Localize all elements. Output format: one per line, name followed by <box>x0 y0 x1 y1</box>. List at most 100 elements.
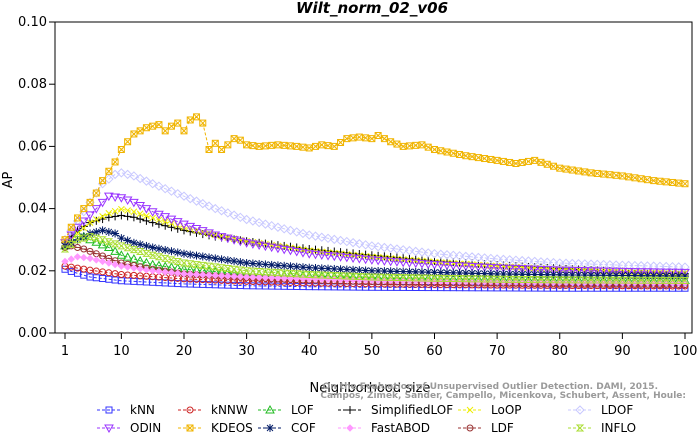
data-point <box>492 275 502 283</box>
data-point <box>185 222 196 232</box>
data-point <box>517 265 528 274</box>
data-point <box>348 254 358 264</box>
data-point <box>374 132 382 140</box>
data-point <box>367 241 377 251</box>
data-point <box>224 272 232 280</box>
data-point <box>78 217 89 227</box>
data-point <box>255 273 263 282</box>
data-point <box>460 262 471 272</box>
data-point <box>173 248 182 257</box>
data-point <box>604 267 615 277</box>
data-point <box>142 241 151 250</box>
x-tick-label: 90 <box>614 344 631 359</box>
legend-item-inflo: INFLO <box>568 421 636 434</box>
legend-item-odin: ODIN <box>97 421 161 434</box>
data-point <box>392 258 402 267</box>
data-point <box>254 268 264 276</box>
data-point <box>147 208 158 217</box>
data-point <box>430 146 438 154</box>
data-point <box>205 271 213 279</box>
data-point <box>316 251 327 260</box>
legend-label: kNN <box>130 403 155 417</box>
data-point <box>173 257 182 265</box>
data-point <box>573 267 584 276</box>
data-point <box>235 237 246 247</box>
series-odin <box>60 192 690 278</box>
data-point <box>317 246 326 255</box>
data-point <box>411 274 420 282</box>
data-point <box>172 218 183 227</box>
data-point <box>410 246 421 257</box>
data-point <box>636 268 647 277</box>
data-point <box>442 250 452 260</box>
data-point <box>304 230 314 240</box>
data-point <box>199 271 207 279</box>
data-point <box>298 263 307 272</box>
data-point <box>486 275 496 283</box>
data-point <box>86 219 94 226</box>
data-point <box>229 265 239 273</box>
data-point <box>248 267 258 275</box>
data-point <box>205 253 214 262</box>
data-point <box>410 259 421 269</box>
data-point <box>86 247 94 255</box>
data-point <box>536 265 546 275</box>
data-point <box>154 244 163 253</box>
data-point <box>467 262 477 272</box>
data-point <box>241 214 252 225</box>
credit-line-1: Campos, Zimek, Sander, Campello, Micenko… <box>320 391 686 401</box>
data-point <box>186 116 194 124</box>
data-point <box>254 241 265 250</box>
data-point <box>105 209 113 217</box>
data-point <box>103 192 114 202</box>
data-point <box>154 181 164 191</box>
data-point <box>681 272 689 281</box>
data-point <box>67 240 76 248</box>
legend-label: FastABOD <box>371 421 430 434</box>
data-point <box>116 194 127 203</box>
data-point <box>361 266 370 275</box>
legend-label: LOF <box>291 403 314 417</box>
data-point <box>291 248 302 257</box>
data-point <box>346 424 354 432</box>
legend-item-simplifiedlof: SimplifiedLOF <box>338 403 453 417</box>
data-point <box>662 276 671 284</box>
data-point <box>124 207 131 214</box>
data-point <box>474 275 483 283</box>
data-point <box>593 276 602 284</box>
data-point <box>180 270 188 278</box>
x-tick-label: 70 <box>489 344 506 359</box>
data-point <box>436 249 446 259</box>
data-point <box>611 276 621 284</box>
data-point <box>317 271 326 279</box>
data-point <box>342 236 352 247</box>
data-point <box>354 255 365 264</box>
data-point <box>147 179 158 189</box>
data-point <box>298 270 308 278</box>
legend-label: LDOF <box>601 403 633 417</box>
data-point <box>529 256 540 267</box>
data-point <box>311 245 320 254</box>
data-point <box>524 157 532 165</box>
data-point <box>261 268 270 276</box>
data-point <box>636 261 646 271</box>
data-point <box>418 141 426 149</box>
data-point <box>198 252 207 261</box>
legend-label: SimplifiedLOF <box>371 403 453 417</box>
data-point <box>575 405 585 415</box>
data-point <box>67 255 75 263</box>
data-point <box>136 240 145 249</box>
data-point <box>192 261 201 269</box>
data-point <box>211 263 220 271</box>
data-point <box>598 259 609 270</box>
data-point <box>349 265 358 274</box>
data-point <box>104 424 114 434</box>
legend-label: LoOP <box>491 403 522 417</box>
data-point <box>360 255 371 265</box>
data-point <box>66 231 77 241</box>
data-point <box>123 263 132 271</box>
data-point <box>118 205 125 213</box>
data-point <box>192 270 201 279</box>
data-point <box>217 264 226 272</box>
data-point <box>211 271 220 280</box>
